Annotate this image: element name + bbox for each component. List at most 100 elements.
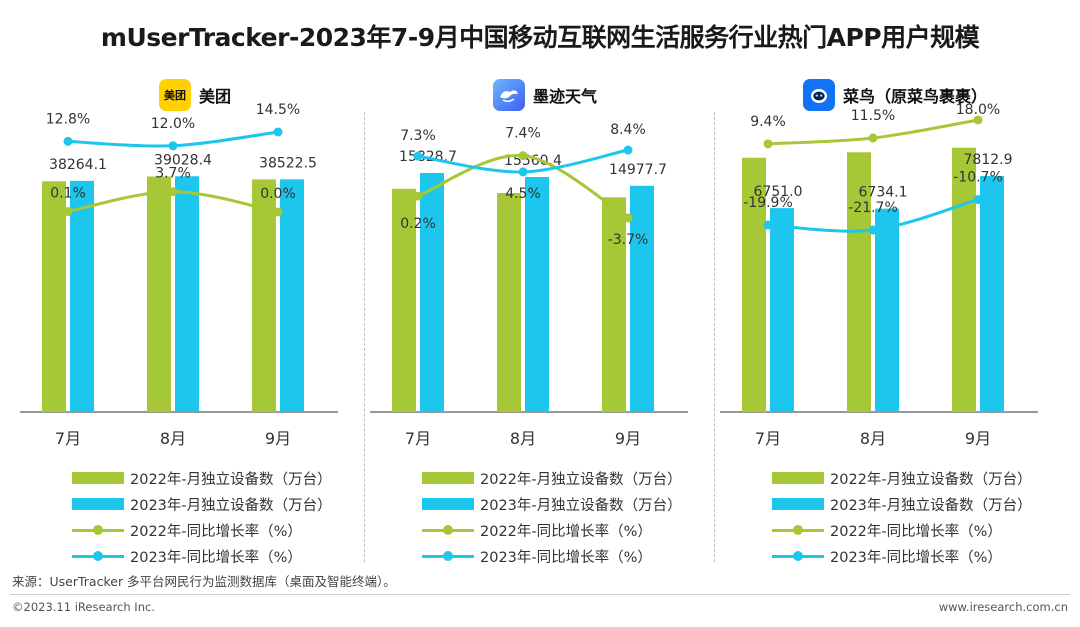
legend-label: 2023年-月独立设备数（万台） (130, 497, 332, 514)
growth-point-2023-2 (273, 127, 283, 137)
growth-point-2022-2 (273, 207, 283, 217)
legend-line-swatch (422, 524, 474, 536)
bar-2022-1 (847, 152, 871, 412)
bar-2023-2 (280, 179, 304, 412)
bar-2023-0 (770, 208, 794, 412)
website: www.iresearch.com.cn (938, 600, 1068, 614)
copyright: ©2023.11 iResearch Inc. (12, 600, 155, 614)
bar-value-label: 6734.1 (859, 185, 908, 201)
legend-item: 2023年-同比增长率（%） (772, 543, 1032, 569)
legend-label: 2022年-同比增长率（%） (830, 523, 1002, 540)
legend-line-swatch (772, 550, 824, 562)
chart-svg: 38264.1 39028.4 38522.5 0.1% 3.7% 0.0% 12.8% 12… (20, 102, 338, 448)
panel-divider (364, 112, 365, 562)
legend-item: 2023年-月独立设备数（万台） (422, 491, 682, 517)
panel-title: 菜鸟（原菜鸟裹裹） (842, 87, 987, 106)
x-tick-label: 8月 (160, 429, 186, 448)
panel-title: 墨迹天气 (532, 87, 597, 106)
growth-value-label: 9.4% (750, 114, 786, 130)
legend: 2022年-月独立设备数（万台） 2023年-月独立设备数（万台） 2022年-同比… (772, 465, 1032, 569)
growth-point-2022-1 (868, 133, 878, 143)
growth-point-2023-1 (168, 141, 178, 151)
growth-value-label: 0.1% (50, 185, 86, 201)
x-tick-label: 7月 (55, 429, 81, 448)
panel-header: 美团 美团 (20, 78, 370, 112)
panel-header: 墨迹天气 (370, 78, 720, 112)
legend-bar-swatch (72, 498, 124, 510)
legend: 2022年-月独立设备数（万台） 2023年-月独立设备数（万台） 2022年-同比… (422, 465, 682, 569)
bar-2023-1 (175, 176, 199, 412)
legend-label: 2023年-同比增长率（%） (130, 549, 302, 566)
chart-panel-meituan: 美团 美团 38264.1 39028.4 38522.5 0.1% 3.7% 0.0% 1… (20, 70, 370, 570)
growth-value-label: -10.7% (953, 170, 1003, 186)
legend-bar-swatch (422, 472, 474, 484)
panel-divider (714, 112, 715, 562)
x-tick-label: 9月 (265, 429, 291, 448)
growth-value-label: 14.5% (256, 102, 300, 118)
legend-bar-swatch (772, 498, 824, 510)
bar-2022-2 (252, 179, 276, 412)
x-tick-label: 8月 (860, 429, 886, 448)
bar-2022-2 (952, 147, 976, 412)
legend-label: 2022年-月独立设备数（万台） (480, 471, 682, 488)
growth-point-2022-1 (518, 151, 528, 161)
bar-value-label: 39028.4 (154, 152, 212, 168)
growth-value-label: 7.4% (505, 126, 541, 142)
growth-value-label: 8.4% (610, 122, 646, 138)
moji-weather-logo-icon (492, 79, 525, 111)
growth-point-2023-1 (518, 167, 528, 177)
growth-point-2023-0 (413, 151, 423, 161)
legend-line-swatch (72, 524, 124, 536)
legend-line-swatch (772, 524, 824, 536)
growth-value-label: 3.7% (155, 166, 191, 182)
panel-header: 菜鸟（原菜鸟裹裹） (720, 78, 1070, 112)
growth-value-label: 12.0% (151, 116, 195, 132)
bar-2022-1 (147, 176, 171, 412)
x-tick-label: 7月 (405, 429, 431, 448)
x-tick-label: 9月 (965, 429, 991, 448)
legend-label: 2023年-同比增长率（%） (480, 549, 652, 566)
growth-point-2022-0 (763, 139, 773, 149)
growth-value-label: -19.9% (743, 195, 793, 211)
legend-item: 2022年-同比增长率（%） (422, 517, 682, 543)
legend-label: 2022年-同比增长率（%） (130, 523, 302, 540)
growth-value-label: 18.0% (956, 102, 1000, 118)
bar-2023-1 (875, 208, 899, 412)
legend-label: 2023年-月独立设备数（万台） (830, 497, 1032, 514)
growth-point-2022-0 (63, 206, 73, 216)
bar-2022-1 (497, 193, 521, 412)
growth-value-label: 0.0% (260, 186, 296, 202)
growth-point-2023-0 (763, 220, 773, 230)
legend-item: 2023年-同比增长率（%） (72, 543, 332, 569)
legend-item: 2022年-同比增长率（%） (72, 517, 332, 543)
cainiao-logo-icon (802, 79, 835, 111)
legend-line-swatch (72, 550, 124, 562)
bar-value-label: 14977.7 (609, 162, 667, 178)
bar-value-label: 7812.9 (964, 152, 1013, 168)
legend-label: 2022年-月独立设备数（万台） (830, 471, 1032, 488)
growth-value-label: 4.5% (505, 186, 541, 202)
legend: 2022年-月独立设备数（万台） 2023年-月独立设备数（万台） 2022年-同比… (72, 465, 332, 569)
bar-2023-0 (420, 172, 444, 412)
growth-point-2022-2 (973, 115, 983, 125)
growth-point-2022-1 (168, 187, 178, 197)
legend-item: 2022年-月独立设备数（万台） (772, 465, 1032, 491)
growth-value-label: -21.7% (848, 200, 898, 216)
bar-2022-0 (742, 157, 766, 412)
growth-value-label: 0.2% (400, 216, 436, 232)
chart-title: mUserTracker-2023年7-9月中国移动互联网生活服务行业热门APP… (100, 23, 980, 52)
legend-item: 2023年-同比增长率（%） (422, 543, 682, 569)
bar-2022-0 (42, 181, 66, 412)
growth-value-label: 11.5% (851, 108, 895, 124)
growth-point-2023-0 (63, 136, 73, 146)
growth-point-2022-2 (623, 213, 633, 223)
x-tick-label: 9月 (615, 429, 641, 448)
legend-label: 2022年-同比增长率（%） (480, 523, 652, 540)
growth-point-2022-0 (413, 191, 423, 201)
chart-svg: 6751.0 6734.1 7812.9 9.4% 11.5% 18.0% -19.9% -2… (720, 102, 1038, 448)
chart-panel-moji-weather: 墨迹天气 15828.7 15560.4 14977.7 0.2% 7.4% -3.7% 7… (370, 70, 720, 570)
bar-2022-0 (392, 188, 416, 412)
growth-value-label: 7.3% (400, 128, 436, 144)
growth-point-2023-2 (623, 145, 633, 155)
legend-item: 2023年-月独立设备数（万台） (72, 491, 332, 517)
